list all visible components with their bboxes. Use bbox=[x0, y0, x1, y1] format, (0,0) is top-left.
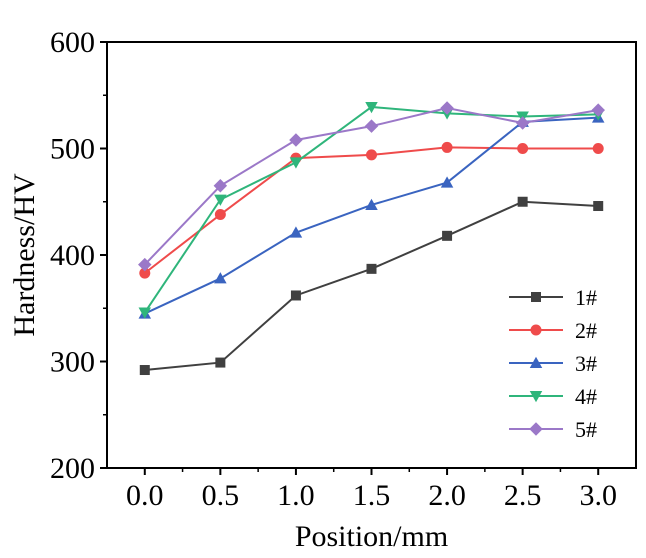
data-point bbox=[365, 101, 378, 114]
legend-item-3: 3# bbox=[509, 351, 597, 376]
data-point bbox=[365, 198, 378, 210]
x-tick-label: 2.5 bbox=[504, 479, 542, 512]
data-point bbox=[515, 116, 530, 130]
data-point bbox=[215, 357, 226, 368]
data-point bbox=[139, 365, 150, 376]
legend-marker bbox=[531, 292, 541, 302]
series-3 bbox=[138, 111, 605, 319]
data-point bbox=[213, 179, 228, 193]
y-tick-label: 600 bbox=[50, 26, 95, 59]
series-1 bbox=[139, 196, 604, 376]
data-point bbox=[214, 209, 226, 221]
data-point bbox=[442, 230, 453, 241]
data-point bbox=[214, 194, 227, 206]
data-point bbox=[592, 143, 604, 154]
x-tick-label: 3.0 bbox=[579, 479, 617, 512]
legend-label: 4# bbox=[575, 384, 597, 409]
plot-area bbox=[138, 101, 605, 376]
y-tick-label: 400 bbox=[50, 239, 95, 272]
legend-item-2: 2# bbox=[509, 318, 597, 343]
x-tick-label: 0.0 bbox=[126, 479, 164, 512]
legend-item-5: 5# bbox=[509, 417, 597, 442]
legend-label: 1# bbox=[575, 285, 597, 310]
data-point bbox=[440, 101, 454, 115]
legend-marker bbox=[529, 391, 543, 403]
axes: 200 300 400 500 600 0.0 0.5 1.0 1.5 2.0 2.5 3.0 Posi… bbox=[8, 26, 637, 553]
data-point bbox=[139, 267, 151, 279]
data-point bbox=[517, 196, 528, 207]
legend-item-1: 1# bbox=[509, 285, 597, 310]
legend-marker bbox=[530, 324, 542, 336]
legend-label: 2# bbox=[575, 318, 597, 343]
legend: 1# 2# 3# 4# 5# bbox=[509, 285, 597, 442]
data-point bbox=[440, 176, 454, 188]
data-point bbox=[289, 133, 303, 147]
x-tick-label: 2.0 bbox=[428, 479, 466, 512]
data-point bbox=[289, 157, 303, 169]
data-point bbox=[441, 141, 453, 153]
legend-label: 3# bbox=[575, 351, 597, 376]
data-point bbox=[290, 290, 301, 301]
y-axis-title: Hardness/HV bbox=[8, 173, 41, 337]
data-point bbox=[214, 272, 227, 284]
data-point bbox=[517, 143, 529, 154]
series-line bbox=[144, 200, 599, 372]
x-tick-label: 1.0 bbox=[277, 479, 315, 512]
data-point bbox=[366, 263, 377, 274]
series-line bbox=[144, 116, 599, 315]
data-point bbox=[138, 307, 152, 319]
y-tick-label: 200 bbox=[50, 452, 95, 485]
series-5 bbox=[138, 101, 605, 272]
data-point bbox=[364, 119, 379, 133]
x-axis-title: Position/mm bbox=[295, 520, 448, 553]
legend-item-4: 4# bbox=[509, 384, 597, 409]
data-point bbox=[593, 201, 604, 212]
data-point bbox=[366, 149, 377, 161]
y-tick-label: 300 bbox=[50, 346, 95, 379]
y-tick-label: 500 bbox=[50, 133, 95, 166]
x-tick-label: 1.5 bbox=[353, 479, 391, 512]
data-point bbox=[138, 257, 152, 272]
data-point bbox=[591, 103, 605, 117]
series-4 bbox=[138, 101, 605, 319]
legend-marker bbox=[529, 422, 543, 436]
x-tick-label: 0.5 bbox=[202, 479, 240, 512]
series-2 bbox=[139, 141, 604, 279]
data-point bbox=[289, 226, 303, 238]
legend-marker bbox=[529, 356, 543, 368]
legend-label: 5# bbox=[575, 417, 597, 442]
